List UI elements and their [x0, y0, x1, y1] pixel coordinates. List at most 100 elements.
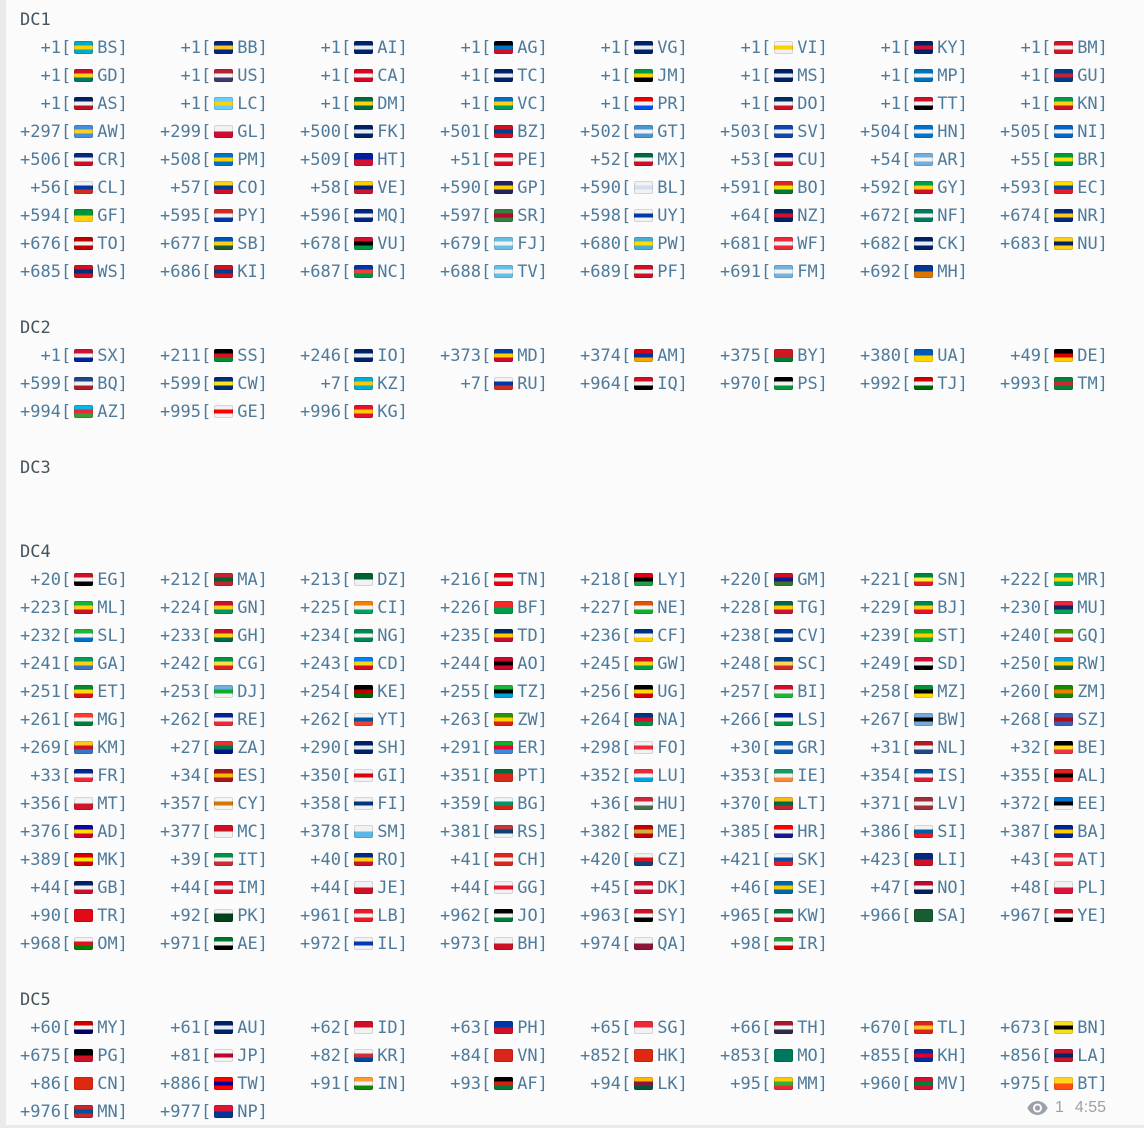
flag-UG-icon [634, 685, 654, 698]
dial-code-entry: +506[CR] [20, 146, 160, 174]
country-code: SD] [937, 654, 968, 674]
dial-code: +256 [580, 682, 621, 702]
dial-code-entry: +53[CU] [720, 146, 860, 174]
dial-code: +244 [440, 654, 481, 674]
flag-NG-icon [354, 629, 374, 642]
flag-TD-icon [494, 629, 514, 642]
country-code: BI] [797, 682, 828, 702]
flag-BZ-icon [494, 125, 514, 138]
dial-code: +965 [720, 906, 761, 926]
flag-PS-icon [774, 377, 794, 390]
dial-code-entry: +856[LA] [1000, 1042, 1140, 1070]
dial-code: +355 [1000, 766, 1041, 786]
flag-GU-icon [1054, 69, 1074, 82]
flag-SR-icon [494, 209, 514, 222]
dial-code-entry: +673[BN] [1000, 1014, 1140, 1042]
flag-ES-icon [214, 769, 234, 782]
dial-code: +960 [860, 1074, 901, 1094]
flag-KY-icon [914, 41, 934, 54]
dial-code: +249 [860, 654, 901, 674]
country-code: BA] [1077, 822, 1108, 842]
country-code: LA] [1077, 1046, 1108, 1066]
country-code: GP] [517, 178, 548, 198]
country-code: ES] [237, 766, 268, 786]
dial-code-entry: +970[PS] [720, 370, 860, 398]
flag-LB-icon [354, 909, 374, 922]
dial-code: +1 [320, 66, 341, 86]
dial-code-entry: +90[TR] [20, 902, 160, 930]
flag-CO-icon [214, 181, 234, 194]
chat-message: DC1 +1[BS] +1[BB] +1[AI] +1[AG] +1[VG] +1[VI] +… [6, 0, 1144, 1125]
dial-code: +599 [20, 374, 61, 394]
dial-code: +502 [580, 122, 621, 142]
dial-code: +971 [160, 934, 201, 954]
dial-code: +41 [450, 850, 481, 870]
dial-code: +993 [1000, 374, 1041, 394]
flag-GY-icon [914, 181, 934, 194]
dial-code: +39 [170, 850, 201, 870]
country-code: BT] [1077, 1074, 1108, 1094]
dial-code-entry: +232[SL] [20, 622, 160, 650]
country-code: TT] [937, 94, 968, 114]
country-code: CI] [377, 598, 408, 618]
dial-code: +33 [30, 766, 61, 786]
dial-code-groups: DC1 +1[BS] +1[BB] +1[AI] +1[AG] +1[VG] +1[VI] +… [20, 6, 1144, 1126]
flag-ZM-icon [1054, 685, 1074, 698]
flag-BN-icon [1054, 1021, 1074, 1034]
dial-code: +48 [1010, 878, 1041, 898]
flag-UA-icon [914, 349, 934, 362]
dial-code: +248 [720, 654, 761, 674]
dial-code-entry: +597[SR] [440, 202, 580, 230]
dial-code: +297 [20, 122, 61, 142]
flag-SE-icon [774, 881, 794, 894]
country-code: GW] [657, 654, 688, 674]
dial-code-entry: +1[VC] [440, 90, 580, 118]
dial-code-entry: +968[OM] [20, 930, 160, 958]
dial-code-entry: +351[PT] [440, 762, 580, 790]
flag-TV-icon [494, 265, 514, 278]
dial-code-entry: +54[AR] [860, 146, 1000, 174]
dial-code: +84 [450, 1046, 481, 1066]
dial-code-entry: +1[DM] [300, 90, 440, 118]
country-code: HR] [797, 822, 828, 842]
country-code: TH] [797, 1018, 828, 1038]
dial-code-entry: +1[GD] [20, 62, 160, 90]
flag-GL-icon [214, 125, 234, 138]
flag-KI-icon [214, 265, 234, 278]
flag-PM-icon [214, 153, 234, 166]
dial-code: +683 [1000, 234, 1041, 254]
country-code: BB] [237, 38, 268, 58]
country-code: ET] [97, 682, 128, 702]
dial-code-entry: +268[SZ] [1000, 706, 1140, 734]
flag-AM-icon [634, 349, 654, 362]
flag-PT-icon [494, 769, 514, 782]
dial-code: +421 [720, 850, 761, 870]
dial-code-entry: +1[BM] [1000, 34, 1140, 62]
dial-code: +61 [170, 1018, 201, 1038]
flag-VN-icon [494, 1049, 514, 1062]
dial-code-entry: +56[CL] [20, 174, 160, 202]
dial-code-entry: +389[MK] [20, 846, 160, 874]
country-code: TC] [517, 66, 548, 86]
flag-NC-icon [354, 265, 374, 278]
dial-code-entry: +240[GQ] [1000, 622, 1140, 650]
dial-code: +254 [300, 682, 341, 702]
dial-code: +974 [580, 934, 621, 954]
country-code: SN] [937, 570, 968, 590]
country-code: VI] [797, 38, 828, 58]
country-code: AL] [1077, 766, 1108, 786]
dial-code-entry: +229[BJ] [860, 594, 1000, 622]
dial-code-entry: +678[VU] [300, 230, 440, 258]
dial-code-entry: +371[LV] [860, 790, 1000, 818]
dial-code: +500 [300, 122, 341, 142]
dial-code-entry: +226[BF] [440, 594, 580, 622]
country-code: HK] [657, 1046, 688, 1066]
dial-code: +228 [720, 598, 761, 618]
country-code: NF] [937, 206, 968, 226]
dial-code-entry: +61[AU] [160, 1014, 300, 1042]
country-code: GI] [377, 766, 408, 786]
dial-code-entry: +58[VE] [300, 174, 440, 202]
dial-code: +389 [20, 850, 61, 870]
dial-code-entry: +95[MM] [720, 1070, 860, 1098]
dial-code-entry: +299[GL] [160, 118, 300, 146]
